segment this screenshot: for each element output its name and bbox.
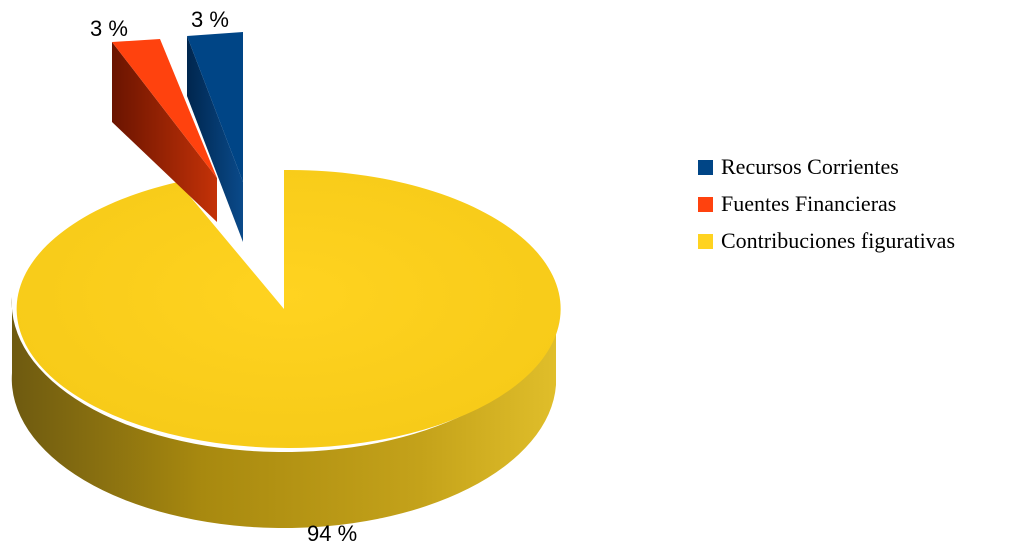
legend-swatch-recursos-corrientes [698, 160, 713, 175]
data-label-fuentes-financieras: 3 % [90, 16, 128, 41]
legend-item-fuentes-financieras: Fuentes Financieras [698, 186, 955, 223]
slice-side-contribuciones-figurativas [11, 297, 557, 529]
legend-item-recursos-corrientes: Recursos Corrientes [698, 149, 955, 186]
legend: Recursos Corrientes Fuentes Financieras … [698, 149, 955, 260]
legend-label-recursos-corrientes: Recursos Corrientes [721, 154, 899, 180]
pie-chart: 3 % 3 % 94 % [11, 7, 561, 545]
slice-recursos-corrientes [187, 32, 243, 182]
legend-label-fuentes-financieras: Fuentes Financieras [721, 191, 897, 217]
slice-side-fuentes-financieras [112, 42, 217, 222]
legend-item-contribuciones-figurativas: Contribuciones figurativas [698, 223, 955, 260]
legend-swatch-contribuciones-figurativas [698, 234, 713, 249]
legend-swatch-fuentes-financieras [698, 197, 713, 212]
slice-fuentes-financieras [112, 39, 217, 178]
data-label-contribuciones-figurativas: 94 % [307, 521, 357, 545]
legend-label-contribuciones-figurativas: Contribuciones figurativas [721, 228, 956, 254]
slice-contribuciones-figurativas [16, 169, 561, 448]
slice-side-recursos-corrientes [187, 36, 243, 242]
data-label-recursos-corrientes: 3 % [191, 7, 229, 32]
